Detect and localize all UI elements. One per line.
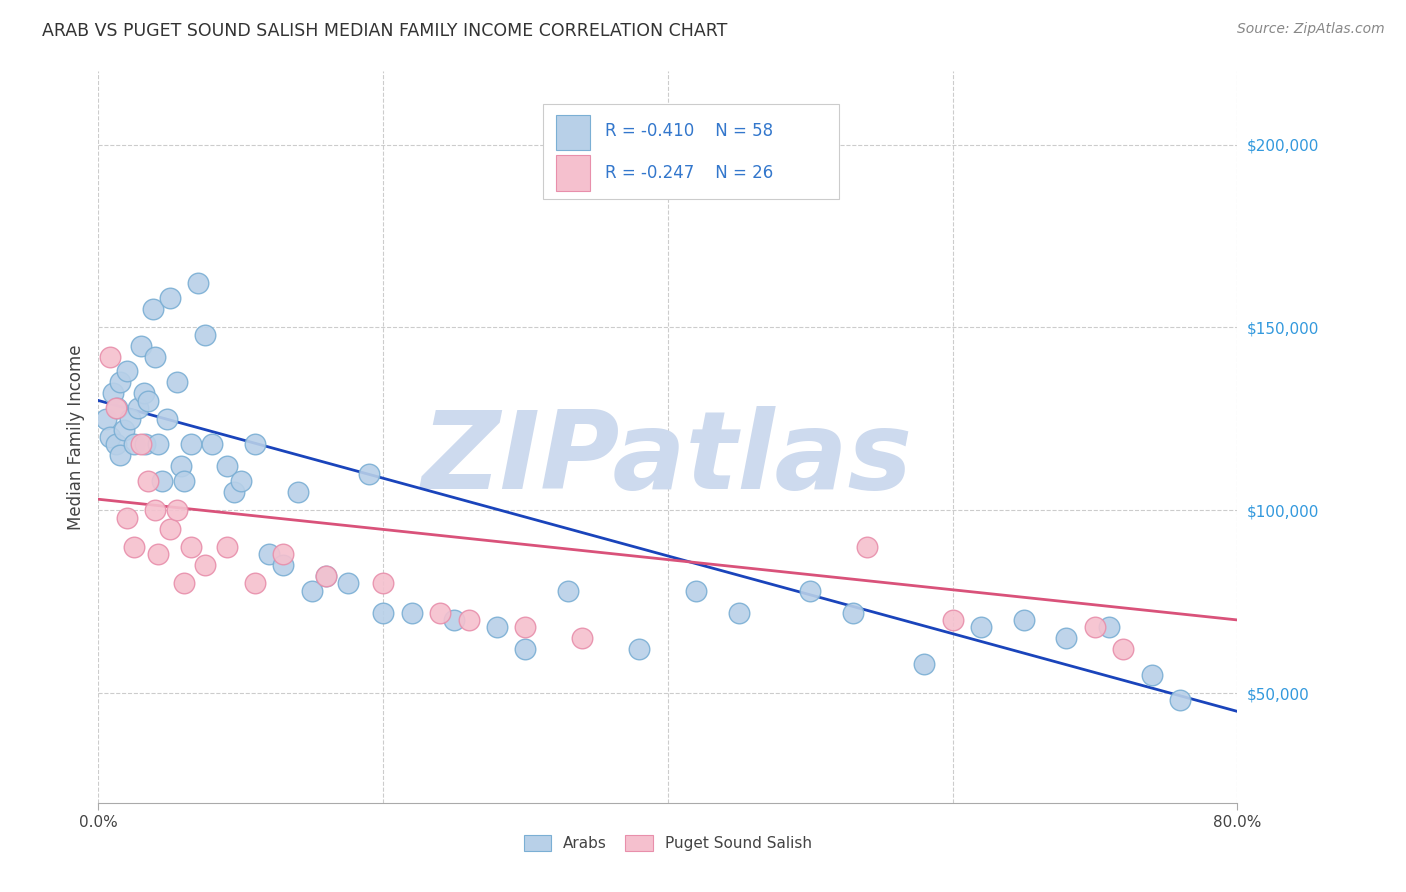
Point (115, 510, 138, 524)
Point (145, 503, 167, 517)
Point (141, 301, 163, 317)
Point (912, 657, 935, 671)
Point (373, 576, 395, 591)
Point (486, 620, 509, 634)
Point (571, 632, 593, 646)
Point (122, 540, 145, 554)
Point (108, 375, 131, 389)
Point (187, 277, 209, 291)
Point (115, 364, 138, 378)
Point (515, 642, 537, 657)
Point (127, 401, 149, 415)
Point (173, 576, 195, 591)
Point (259, 547, 281, 561)
Point (301, 583, 323, 598)
FancyBboxPatch shape (557, 114, 591, 150)
Point (105, 401, 128, 415)
Point (94, 411, 117, 425)
Point (243, 576, 266, 591)
Point (557, 583, 579, 598)
Point (222, 484, 245, 499)
Point (101, 386, 124, 401)
Point (118, 411, 141, 425)
Point (156, 411, 179, 425)
Point (170, 459, 193, 474)
Point (273, 547, 295, 561)
Point (194, 558, 217, 573)
Point (856, 540, 879, 554)
Text: ARAB VS PUGET SOUND SALISH MEDIAN FAMILY INCOME CORRELATION CHART: ARAB VS PUGET SOUND SALISH MEDIAN FAMILY… (42, 22, 727, 40)
Point (112, 423, 135, 437)
Point (104, 401, 127, 415)
Point (373, 606, 395, 620)
Point (134, 437, 156, 451)
Point (336, 576, 359, 591)
Text: R = -0.247    N = 26: R = -0.247 N = 26 (605, 164, 773, 182)
Point (1056, 632, 1078, 646)
Point (152, 474, 174, 488)
Legend: Arabs, Puget Sound Salish: Arabs, Puget Sound Salish (517, 830, 818, 857)
Point (728, 606, 751, 620)
Point (1084, 620, 1107, 634)
Point (429, 606, 451, 620)
Text: ZIPatlas: ZIPatlas (422, 406, 914, 512)
Point (129, 437, 152, 451)
Point (194, 327, 217, 342)
Point (229, 474, 252, 488)
Point (98, 430, 121, 444)
Point (970, 620, 993, 634)
Point (273, 558, 295, 573)
Point (357, 467, 380, 481)
Point (173, 474, 195, 488)
Point (315, 569, 337, 583)
FancyBboxPatch shape (543, 104, 839, 200)
Point (1112, 642, 1135, 657)
Point (104, 437, 127, 451)
Point (98, 350, 121, 364)
FancyBboxPatch shape (557, 155, 591, 191)
Point (842, 606, 865, 620)
Point (148, 437, 170, 451)
Point (457, 613, 479, 627)
Point (1140, 667, 1163, 681)
Point (799, 583, 821, 598)
Point (108, 448, 131, 462)
Point (515, 620, 537, 634)
Point (132, 386, 155, 401)
Point (215, 459, 238, 474)
Point (180, 540, 202, 554)
Point (166, 375, 188, 389)
Point (443, 613, 465, 627)
Point (315, 569, 337, 583)
Point (942, 613, 965, 627)
Point (122, 437, 145, 451)
Point (1012, 613, 1035, 627)
Point (129, 338, 152, 352)
Point (136, 474, 159, 488)
Point (145, 350, 167, 364)
Text: R = -0.410    N = 58: R = -0.410 N = 58 (605, 122, 773, 140)
Point (159, 521, 181, 535)
Point (136, 393, 159, 408)
Point (243, 437, 266, 451)
Point (148, 547, 170, 561)
Text: Source: ZipAtlas.com: Source: ZipAtlas.com (1237, 22, 1385, 37)
Point (1098, 620, 1121, 634)
Point (685, 583, 707, 598)
Y-axis label: Median Family Income: Median Family Income (66, 344, 84, 530)
Point (180, 437, 202, 451)
Point (201, 437, 224, 451)
Point (287, 484, 309, 499)
Point (215, 540, 238, 554)
Point (159, 291, 181, 305)
Point (166, 503, 188, 517)
Point (628, 642, 651, 657)
Point (1170, 693, 1192, 707)
Point (401, 606, 423, 620)
